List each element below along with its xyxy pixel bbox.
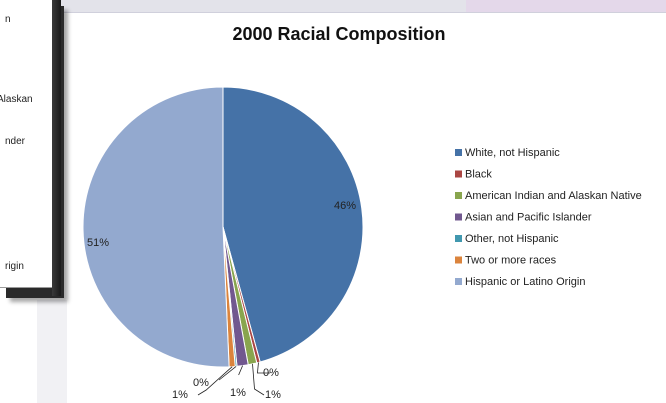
chart-title: 2000 Racial Composition xyxy=(232,24,445,44)
data-label-5: 0% xyxy=(193,377,209,389)
leader-line-6 xyxy=(197,366,233,396)
pie-slice-1[interactable] xyxy=(222,86,364,363)
pie-slices xyxy=(82,86,364,368)
data-label-3: 1% xyxy=(265,389,281,401)
legend-swatch-7 xyxy=(455,278,462,285)
legend-swatch-4 xyxy=(455,213,462,221)
legend-label-4: Asian and Pacific Islander xyxy=(465,212,592,224)
leader-lines xyxy=(197,362,270,396)
data-labels: 46% 51% 0% 1% 1% 0% 1% xyxy=(87,200,356,401)
legend-label-1: White, not Hispanic xyxy=(465,147,560,159)
legend-swatch-6 xyxy=(455,256,462,264)
leader-line-4 xyxy=(238,365,243,376)
legend: White, not Hispanic Black American Indian … xyxy=(455,147,642,288)
leader-line-5 xyxy=(218,366,237,381)
overlap-fragment: rigin xyxy=(5,261,24,272)
legend-label-6: Two or more races xyxy=(465,255,557,267)
data-label-1: 46% xyxy=(334,200,356,212)
data-label-2: 0% xyxy=(263,367,279,379)
leader-line-3 xyxy=(252,363,265,396)
data-label-4: 1% xyxy=(230,387,246,399)
pie-slice-7[interactable] xyxy=(82,86,230,368)
sheet-column xyxy=(37,300,67,403)
overlap-panel-shadow xyxy=(52,0,61,296)
overlap-fragment: n xyxy=(5,14,11,25)
legend-label-5: Other, not Hispanic xyxy=(465,233,559,245)
legend-label-2: Black xyxy=(465,169,492,181)
top-strip xyxy=(60,0,666,13)
legend-swatch-3 xyxy=(455,192,462,199)
legend-label-7: Hispanic or Latino Origin xyxy=(465,276,585,288)
data-label-6: 1% xyxy=(172,389,188,401)
legend-swatch-2 xyxy=(455,170,462,178)
top-strip-accent xyxy=(466,0,666,12)
legend-label-3: American Indian and Alaskan Native xyxy=(465,190,642,202)
leader-line-2 xyxy=(257,362,270,374)
legend-swatch-1 xyxy=(455,149,462,156)
overlap-fragment: Alaskan xyxy=(0,94,33,105)
data-label-7: 51% xyxy=(87,237,109,249)
overlap-fragment: nder xyxy=(5,136,26,147)
legend-swatch-5 xyxy=(455,235,462,242)
